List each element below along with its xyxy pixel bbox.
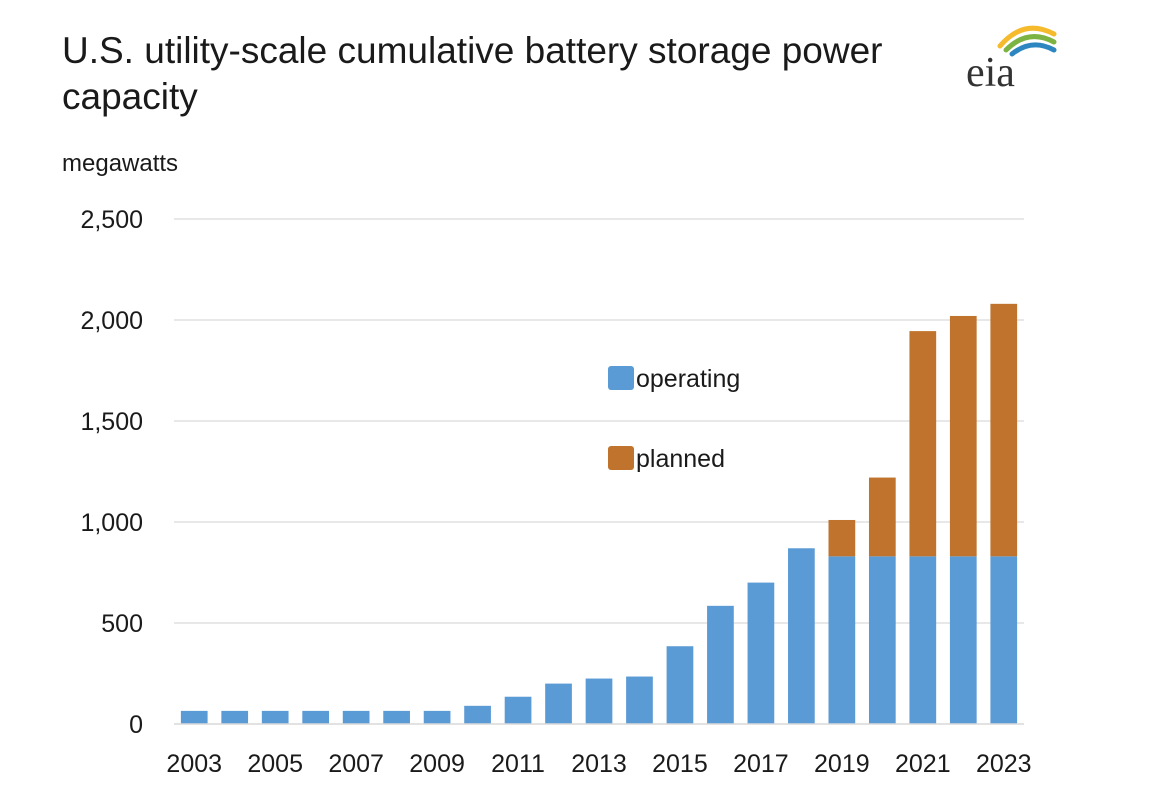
x-tick-label: 2011 [491, 750, 545, 778]
bar-operating-2012 [545, 683, 572, 724]
x-tick-label: 2013 [571, 750, 627, 778]
bar-operating-2005 [261, 710, 289, 724]
y-tick-label: 2,000 [80, 307, 143, 335]
x-tick-label: 2017 [733, 750, 789, 778]
bar-operating-2013 [585, 678, 613, 724]
legend-swatch-planned [608, 446, 634, 470]
bar-operating-2008 [383, 710, 410, 724]
x-tick-label: 2023 [976, 750, 1032, 778]
bar-operating-2016 [707, 605, 734, 724]
bar-planned-2023 [990, 303, 1018, 557]
x-tick-label: 2015 [652, 750, 708, 778]
y-axis-ticks: 0 500 1,000 1,500 2,000 2,500 [80, 206, 143, 739]
bar-operating-2006 [302, 710, 330, 724]
bar-planned-2022 [949, 315, 977, 557]
x-tick-label: 2019 [814, 750, 870, 778]
bar-operating-2017 [747, 582, 775, 724]
x-axis-ticks: 2003 2005 2007 2009 2011 2013 2015 2017 2019 2021… [166, 750, 1031, 778]
x-tick-label: 2021 [895, 750, 951, 778]
y-tick-label: 2,500 [80, 206, 143, 234]
logo-arc-green [1003, 34, 1057, 53]
x-tick-label: 2009 [409, 750, 465, 778]
bar-planned-2019 [828, 519, 856, 557]
bar-operating-2019 [828, 556, 856, 724]
bar-operating-2021 [909, 556, 937, 724]
legend-swatch-operating [608, 366, 634, 390]
bar-operating-2020 [868, 556, 896, 724]
y-tick-label: 1,000 [80, 509, 143, 537]
bar-operating-2018 [788, 548, 815, 724]
logo-arc-yellow [997, 25, 1057, 49]
y-tick-label: 1,500 [80, 408, 143, 436]
bar-operating-2007 [342, 710, 370, 724]
legend-label-operating: operating [636, 365, 740, 393]
bar-operating-2023 [990, 556, 1018, 724]
x-tick-label: 2007 [328, 750, 384, 778]
bar-operating-2014 [626, 676, 653, 724]
bar-planned-2021 [909, 331, 937, 557]
bars [180, 303, 1018, 724]
y-axis-unit-label: megawatts [62, 150, 179, 177]
bar-planned-2020 [868, 477, 896, 557]
legend-label-planned: planned [636, 445, 725, 473]
bar-operating-2022 [949, 556, 977, 724]
bar-operating-2015 [666, 646, 694, 724]
y-tick-label: 500 [101, 610, 143, 638]
bar-operating-2010 [464, 705, 491, 724]
bar-operating-2004 [221, 710, 249, 724]
x-tick-label: 2005 [247, 750, 303, 778]
chart-title: U.S. utility-scale cumulative battery st… [62, 30, 883, 117]
bar-operating-2009 [423, 710, 451, 724]
bar-operating-2011 [504, 696, 532, 724]
y-tick-label: 0 [129, 711, 143, 739]
x-tick-label: 2003 [166, 750, 222, 778]
logo-wordmark: eia [966, 50, 1015, 96]
eia-logo: eia [966, 25, 1057, 96]
legend: operating planned [608, 365, 740, 473]
gridlines [174, 218, 1024, 624]
bar-operating-2003 [180, 710, 208, 724]
logo-arc-blue [1009, 42, 1057, 57]
